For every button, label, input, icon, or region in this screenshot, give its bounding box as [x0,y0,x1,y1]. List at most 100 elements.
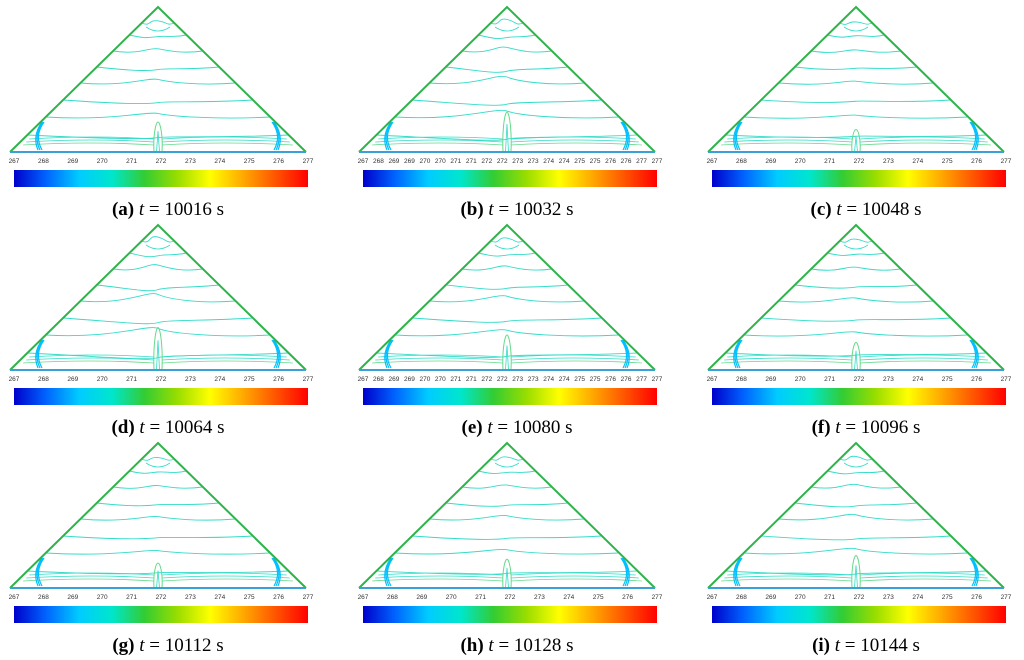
colorbar-tick-label: 275 [574,158,586,165]
colorbar-tick-label: 271 [824,376,836,383]
triangle-boundary [358,441,656,589]
colorbar-tick-label: 277 [651,376,663,383]
isotherm-line [478,470,536,474]
colorbar-tick-label: 272 [155,594,167,601]
triangle-boundary [358,223,656,371]
colorbar-tick-label: 267 [8,158,20,165]
isotherm-line [794,284,918,289]
isotherm-line [412,99,602,106]
triangle-boundary [707,223,1005,371]
colorbar-tick-label: 269 [765,158,777,165]
panel-caption: (c) t = 10048 s [706,199,1024,221]
isotherm-line [27,134,289,139]
colorbar-tick-label: 276 [971,376,983,383]
isotherm-line [96,284,220,292]
time-value: = 10064 s [144,417,225,438]
isotherm-line [827,470,885,475]
time-symbol: t [836,199,842,220]
colorbar-tick-label: 268 [37,158,49,165]
isotherm-line [462,484,552,489]
time-symbol: t [139,635,145,656]
isotherm-line [129,252,187,258]
panel-label: (g) [112,635,135,656]
isotherm-line [811,266,901,271]
colorbar-tick-label: 271 [450,376,462,383]
colorbar [14,606,308,623]
isotherm-line [778,80,934,85]
colorbar [712,170,1006,187]
isotherm-line [394,329,620,337]
isotherm-line [445,502,569,507]
isotherm-line [394,109,620,119]
isotherm-line [811,483,901,489]
colorbar-ticks: 267 268 269 270 271 272 273 274 275 276 277 [357,594,677,604]
panel-e: 267 268 269 269 270 270 271 271 272 272 273 273 274 2… [357,223,677,442]
colorbar [712,388,1006,405]
isotherm-line [839,455,873,461]
colorbar-tick-label: 270 [96,376,108,383]
colorbar-tick-label: 275 [941,594,953,601]
colorbar-tick-label: 268 [373,158,384,165]
colorbar-tick-label: 269 [67,594,79,601]
isotherm-line [45,549,271,555]
isotherm-line [45,112,271,119]
isotherm-triangle [358,223,656,371]
isotherm-line [376,570,638,575]
time-symbol: t [139,417,145,438]
colorbar-tick-label: 268 [37,376,49,383]
colorbar-tick-label: 270 [96,158,108,165]
colorbar-tick-label: 273 [533,594,545,601]
colorbar-tick-label: 267 [706,594,718,601]
colorbar-tick-label: 276 [605,376,617,383]
isotherm-line [478,252,536,257]
isotherm-line [743,114,969,119]
panel-caption: (g) t = 10112 s [8,635,328,657]
colorbar-tick-label: 271 [450,158,462,165]
colorbar-tick-label: 267 [706,158,718,165]
colorbar-tick-label: 273 [184,594,196,601]
colorbar-ticks: 267 268 269 269 270 270 271 271 272 272 273 273 274 2… [357,158,677,168]
panel-caption: (d) t = 10064 s [8,417,328,439]
panel-label: (i) [812,635,831,656]
colorbar-tick-label: 275 [243,158,255,165]
time-symbol: t [138,199,145,220]
colorbar-tick-label: 276 [971,594,983,601]
isotherm-line [761,317,951,322]
colorbar-tick-label: 270 [794,158,806,165]
colorbar-ticks: 267 268 269 270 271 272 273 274 275 276 277 [706,594,1024,604]
colorbar-tick-label: 270 [419,158,431,165]
colorbar-tick-label: 267 [706,376,718,383]
isotherm-line [743,547,969,555]
colorbar-tick-label: 270 [434,376,446,383]
isotherm-line [490,18,524,25]
isotherm-triangle [707,441,1005,589]
isotherm-line [376,352,638,358]
colorbar-tick-label: 277 [1000,594,1012,601]
colorbar-tick-label: 274 [558,376,570,383]
colorbar-ticks: 267 268 269 270 271 272 273 274 275 276 277 [8,376,328,386]
colorbar-tick-label: 277 [302,158,314,165]
isotherm-line [839,21,873,25]
isotherm-triangle [707,5,1005,153]
isotherm-line [141,20,175,25]
colorbar-tick-label: 277 [636,376,647,383]
isotherm-line [429,75,585,85]
colorbar-tick-label: 273 [527,158,539,165]
isotherm-line [743,331,969,337]
isotherm-line [129,34,187,39]
colorbar [14,170,308,187]
colorbar-tick-label: 267 [357,594,369,601]
colorbar-tick-label: 270 [434,158,446,165]
panel-b: 267 268 269 269 270 270 271 271 272 272 273 273 274 2… [357,5,677,224]
colorbar-tick-label: 272 [853,594,865,601]
isotherm-triangle [358,5,656,153]
colorbar-tick-label: 270 [445,594,457,601]
colorbar-tick-label: 269 [67,158,79,165]
isotherm-triangle [358,441,656,589]
colorbar-tick-label: 277 [651,594,663,601]
panel-label: (f) [811,417,831,438]
colorbar-tick-label: 267 [357,376,369,383]
time-value: = 10016 s [144,199,225,220]
colorbar-tick-label: 270 [794,594,806,601]
colorbar-tick-label: 275 [589,376,601,383]
